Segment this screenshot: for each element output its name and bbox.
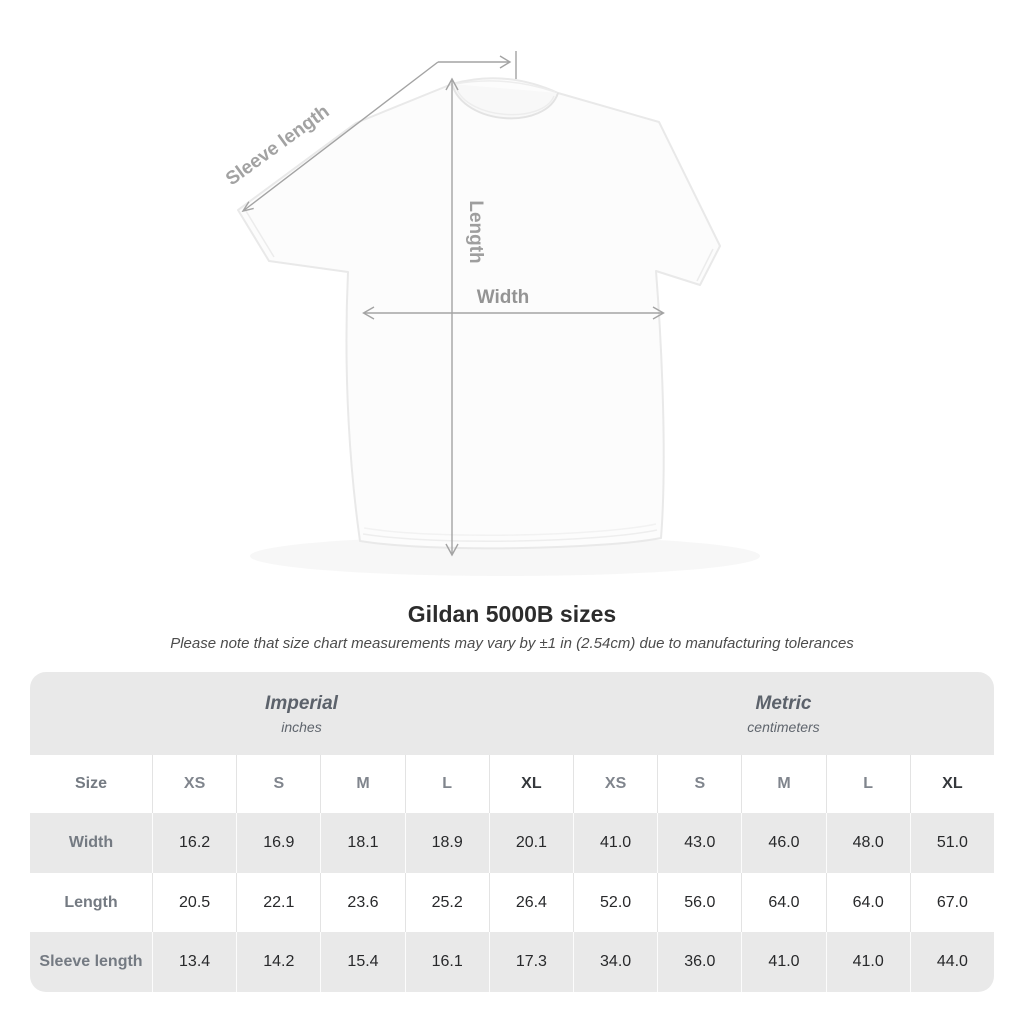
imperial-label: Imperial: [265, 692, 338, 714]
length-imperial-m: 23.6: [320, 873, 405, 932]
header-metric-m: M: [741, 755, 826, 813]
measurement-lines: [241, 51, 665, 557]
page-title: Gildan 5000B sizes: [407, 601, 617, 627]
row-label-sleeve-length: Sleeve length: [30, 932, 152, 992]
header-metric-l: L: [825, 755, 910, 813]
length-arrow-head-top: [445, 77, 459, 91]
header-imperial-xs: XS: [152, 755, 237, 813]
length-metric-s: 56.0: [657, 873, 742, 932]
sleeve-length-line: [242, 61, 439, 212]
sleeve-metric-xs: 34.0: [572, 932, 658, 992]
sleeve-imperial-l: 16.1: [404, 932, 489, 992]
width-imperial-s: 16.9: [236, 813, 321, 873]
imperial-unit-header: Imperial inches: [30, 672, 573, 755]
length-label: Length: [465, 200, 486, 263]
width-metric-s: 43.0: [657, 813, 742, 873]
header-metric-xl: XL: [909, 755, 994, 813]
length-arrow-head-bottom: [445, 543, 459, 557]
length-metric-xl: 67.0: [909, 873, 994, 932]
sleeve-metric-xl: 44.0: [909, 932, 994, 992]
sleeve-length-arrow-head: [241, 201, 254, 213]
metric-unit-header: Metric centimeters: [572, 672, 994, 755]
length-metric-xs: 52.0: [572, 873, 658, 932]
width-imperial-m: 18.1: [320, 813, 405, 873]
sleeve-imperial-s: 14.2: [236, 932, 321, 992]
tshirt-collar-seam: [455, 86, 555, 116]
shirt-shadow: [250, 536, 760, 576]
width-imperial-l: 18.9: [404, 813, 489, 873]
tolerance-note: Please note that size chart measurements…: [170, 635, 854, 652]
hem-seam-2: [363, 523, 657, 536]
size-chart-table: Imperial inches Metric centimeters Size …: [30, 672, 994, 992]
header-imperial-s: S: [236, 755, 321, 813]
hem-seam: [362, 529, 658, 542]
length-imperial-xl: 26.4: [488, 873, 573, 932]
length-imperial-s: 22.1: [236, 873, 321, 932]
sleeve-metric-s: 36.0: [657, 932, 742, 992]
header-metric-xs: XS: [572, 755, 658, 813]
sleeve-imperial-m: 15.4: [320, 932, 405, 992]
tshirt-back-collar: [454, 80, 556, 93]
sleeve-imperial-xs: 13.4: [152, 932, 237, 992]
length-imperial-xs: 20.5: [152, 873, 237, 932]
sleeve-metric-l: 41.0: [825, 932, 910, 992]
length-imperial-l: 25.2: [404, 873, 489, 932]
metric-label: Metric: [755, 692, 812, 714]
length-metric-l: 64.0: [825, 873, 910, 932]
sleeve-imperial-xl: 17.3: [488, 932, 573, 992]
header-metric-s: S: [657, 755, 742, 813]
width-metric-xl: 51.0: [909, 813, 994, 873]
width-imperial-xl: 20.1: [488, 813, 573, 873]
metric-sublabel: centimeters: [747, 718, 820, 735]
tshirt-collar: [451, 83, 559, 120]
header-imperial-xl: XL: [488, 755, 573, 813]
width-arrow-head-left: [362, 306, 375, 320]
width-metric-xs: 41.0: [572, 813, 658, 873]
width-arrow-head-right: [652, 306, 665, 320]
row-label-length: Length: [30, 873, 152, 932]
size-column-header: Size: [30, 755, 152, 813]
sleeve-metric-m: 41.0: [741, 932, 826, 992]
header-imperial-m: M: [320, 755, 405, 813]
row-label-width: Width: [30, 813, 152, 873]
length-metric-m: 64.0: [741, 873, 826, 932]
width-imperial-xs: 16.2: [152, 813, 237, 873]
right-cuff-seam: [696, 248, 714, 282]
header-imperial-l: L: [404, 755, 489, 813]
width-metric-l: 48.0: [825, 813, 910, 873]
left-cuff-seam: [245, 210, 275, 258]
width-metric-m: 46.0: [741, 813, 826, 873]
tshirt-measurement-diagram: Sleeve length Length Width: [222, 51, 760, 576]
imperial-sublabel: inches: [281, 718, 322, 735]
top-arrow-head: [499, 55, 512, 69]
width-label: Width: [477, 287, 530, 308]
